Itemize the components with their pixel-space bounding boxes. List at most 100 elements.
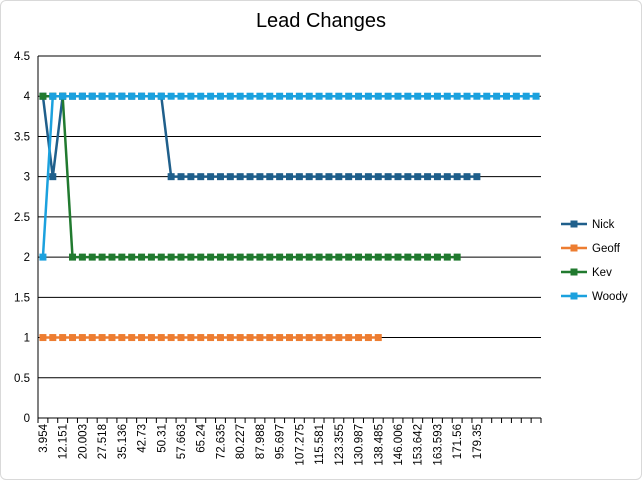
data-point-nick	[424, 173, 432, 181]
data-point-kev	[305, 253, 313, 261]
legend: Nick Geoff Kev Woody	[561, 219, 628, 303]
data-point-kev	[147, 253, 155, 261]
data-point-kev	[394, 253, 402, 261]
data-point-geoff	[187, 334, 195, 342]
data-point-nick	[414, 173, 422, 181]
data-point-geoff	[138, 334, 146, 342]
data-point-woody	[226, 92, 234, 100]
series-lines	[39, 92, 540, 342]
data-point-kev	[335, 253, 343, 261]
data-point-woody	[49, 92, 57, 100]
data-point-woody	[187, 92, 195, 100]
data-point-woody	[246, 92, 254, 100]
data-point-kev	[138, 253, 146, 261]
data-point-nick	[394, 173, 402, 181]
data-point-kev	[453, 253, 461, 261]
data-point-woody	[335, 92, 343, 100]
data-point-kev	[128, 253, 136, 261]
data-point-geoff	[295, 334, 303, 342]
data-point-woody	[483, 92, 491, 100]
data-point-geoff	[177, 334, 185, 342]
data-point-nick	[216, 173, 224, 181]
data-point-geoff	[335, 334, 343, 342]
data-point-kev	[207, 253, 215, 261]
data-point-nick	[453, 173, 461, 181]
data-point-kev	[187, 253, 195, 261]
data-point-geoff	[315, 334, 323, 342]
data-point-kev	[167, 253, 175, 261]
legend-label-geoff: Geoff	[592, 243, 621, 255]
data-point-woody	[157, 92, 165, 100]
data-point-woody	[404, 92, 412, 100]
y-tick-label: 2.5	[14, 212, 30, 224]
data-point-kev	[246, 253, 254, 261]
x-tick-label: 35.136	[117, 424, 129, 459]
data-point-geoff	[207, 334, 215, 342]
data-point-woody	[59, 92, 67, 100]
data-point-kev	[404, 253, 412, 261]
y-tick-label: 1.5	[14, 292, 30, 304]
data-point-kev	[374, 253, 382, 261]
x-tick-label: 123.355	[334, 424, 346, 466]
x-tick-label: 107.275	[294, 424, 306, 466]
data-point-woody	[276, 92, 284, 100]
data-point-kev	[236, 253, 244, 261]
data-point-woody	[88, 92, 96, 100]
data-point-kev	[384, 253, 392, 261]
x-tick-label: 146.006	[393, 424, 405, 466]
data-point-woody	[374, 92, 382, 100]
data-point-geoff	[345, 334, 353, 342]
data-point-woody	[295, 92, 303, 100]
x-tick-label: 80.227	[235, 424, 247, 459]
data-point-kev	[345, 253, 353, 261]
data-point-woody	[69, 92, 77, 100]
legend-label-nick: Nick	[592, 219, 615, 231]
legend-label-kev: Kev	[592, 267, 612, 279]
data-point-kev	[98, 253, 106, 261]
data-point-woody	[108, 92, 116, 100]
y-tick-label: 4	[24, 91, 31, 103]
data-point-geoff	[305, 334, 313, 342]
data-point-woody	[493, 92, 501, 100]
y-tick-label: 4.5	[14, 51, 30, 63]
data-point-nick	[325, 173, 333, 181]
data-point-geoff	[147, 334, 155, 342]
legend-label-woody: Woody	[592, 291, 628, 303]
data-point-geoff	[266, 334, 274, 342]
data-point-geoff	[276, 334, 284, 342]
y-tick-label: 3.5	[14, 131, 30, 143]
x-tick-label: 57.663	[176, 424, 188, 459]
data-point-nick	[266, 173, 274, 181]
data-point-kev	[364, 253, 372, 261]
legend-marker-kev	[570, 268, 578, 276]
legend-marker-woody	[570, 292, 578, 300]
data-point-geoff	[216, 334, 224, 342]
data-point-woody	[167, 92, 175, 100]
data-point-woody	[355, 92, 363, 100]
chart-title: Lead Changes	[255, 10, 387, 32]
data-point-kev	[355, 253, 363, 261]
data-point-kev	[276, 253, 284, 261]
data-point-woody	[473, 92, 481, 100]
data-point-woody	[384, 92, 392, 100]
data-point-woody	[453, 92, 461, 100]
data-point-woody	[266, 92, 274, 100]
data-point-nick	[177, 173, 185, 181]
x-tick-label: 50.31	[156, 424, 168, 453]
data-point-kev	[433, 253, 441, 261]
data-point-woody	[256, 92, 264, 100]
legend-marker-geoff	[570, 244, 578, 252]
data-point-woody	[414, 92, 422, 100]
x-tick-label: 20.003	[77, 424, 89, 459]
data-point-nick	[256, 173, 264, 181]
data-point-kev	[197, 253, 205, 261]
x-tick-label: 95.697	[275, 424, 287, 459]
data-point-nick	[473, 173, 481, 181]
data-point-geoff	[59, 334, 67, 342]
data-point-geoff	[325, 334, 333, 342]
data-point-kev	[315, 253, 323, 261]
data-point-woody	[424, 92, 432, 100]
data-point-woody	[177, 92, 185, 100]
